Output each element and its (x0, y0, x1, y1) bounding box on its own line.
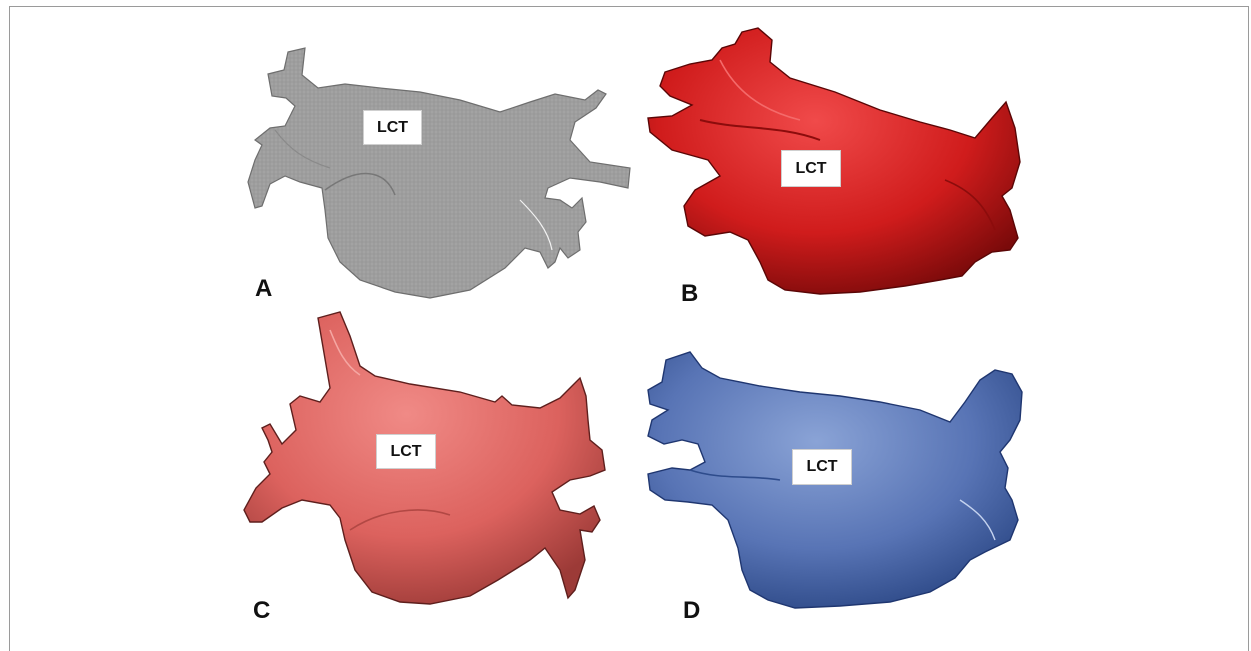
panel-d-letter: D (683, 597, 701, 624)
panel-b-letter: B (681, 280, 699, 307)
panel-c-lct-label: LCT (376, 434, 436, 469)
panel-a-lct-label: LCT (363, 110, 422, 145)
panel-b-lct-label: LCT (781, 150, 841, 187)
figure-frame (9, 6, 1249, 651)
panel-d-lct-label: LCT (792, 449, 852, 485)
panel-a-letter: A (255, 275, 273, 302)
panel-a-atrium-model (247, 47, 631, 299)
panel-c-letter: C (253, 597, 271, 624)
